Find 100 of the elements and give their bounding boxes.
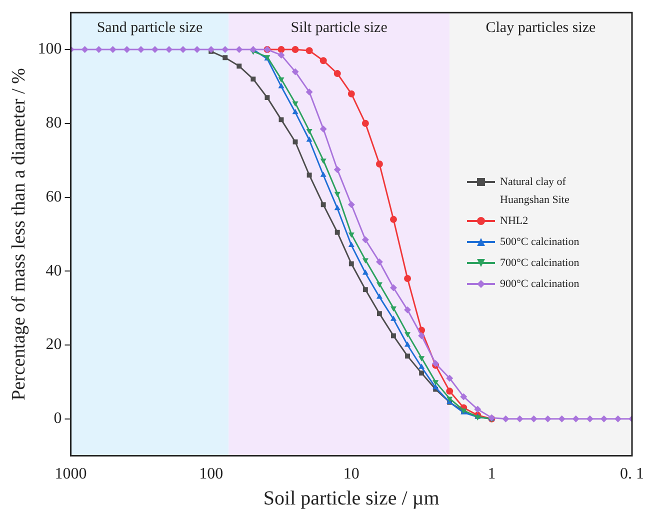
point (362, 258, 368, 264)
point (306, 136, 312, 142)
y-tick-label: 60 (46, 188, 62, 206)
point (418, 332, 426, 340)
point (404, 332, 411, 338)
point (320, 172, 326, 177)
x-tick-label: 1 (488, 466, 496, 483)
point (390, 284, 397, 292)
point (446, 388, 454, 395)
point (278, 117, 284, 122)
point (614, 415, 622, 422)
point (264, 95, 270, 100)
point (418, 364, 425, 369)
point (292, 139, 298, 144)
point (194, 46, 201, 54)
band-label: Silt particle size (290, 20, 388, 36)
x-axis-title: Soil particle size / µm (263, 487, 440, 510)
point (600, 415, 608, 422)
point (362, 236, 369, 244)
point (334, 192, 340, 198)
point (137, 46, 144, 54)
point (404, 306, 412, 314)
point (306, 88, 313, 96)
point (306, 47, 313, 54)
point (418, 356, 425, 362)
point (236, 46, 243, 54)
legend-label: Natural clay of Huangshan Site (500, 175, 570, 208)
point (208, 46, 215, 54)
legend-label: 900°C calcination (500, 277, 580, 292)
point (222, 46, 229, 54)
y-tick-label: 40 (46, 262, 62, 280)
point (419, 370, 424, 376)
point (292, 68, 299, 76)
point (278, 77, 284, 83)
point (391, 333, 396, 338)
point (376, 160, 383, 168)
point (320, 57, 327, 64)
point (320, 158, 326, 164)
point (390, 216, 397, 223)
y-axis-title: Percentage of mass less than a diameter / % (8, 68, 30, 400)
point (502, 415, 510, 422)
point (405, 354, 410, 359)
point (334, 70, 341, 78)
point (334, 204, 340, 210)
point (572, 415, 580, 422)
x-tick-label: 10 (343, 466, 360, 483)
point (292, 101, 298, 107)
point (334, 230, 340, 235)
point (278, 82, 284, 88)
point (474, 406, 482, 413)
legend-label: 500°C calcination (500, 235, 580, 250)
point (151, 46, 158, 54)
point (334, 166, 341, 174)
x-tick-label: 0. 1 (620, 466, 644, 483)
point (348, 201, 355, 208)
point (95, 46, 102, 54)
point (376, 258, 383, 266)
x-tick-label: 100 (199, 466, 224, 483)
point (376, 293, 382, 299)
point (558, 415, 566, 422)
y-tick-label: 80 (46, 114, 62, 132)
point (166, 46, 173, 54)
point (348, 261, 354, 266)
point (81, 46, 88, 54)
point (404, 275, 412, 282)
point (390, 316, 397, 321)
point (306, 129, 312, 134)
point (222, 55, 228, 60)
y-tick-label: 20 (46, 336, 62, 354)
point (362, 269, 368, 275)
point (530, 415, 538, 422)
band-label: Clay particles size (486, 20, 596, 36)
point (404, 342, 411, 347)
legend-label: NHL2 (500, 214, 528, 229)
point (390, 306, 397, 312)
point (362, 120, 369, 127)
band-label: Sand particle size (96, 20, 203, 36)
point (320, 202, 326, 208)
legend-label: 700°C calcination (500, 256, 580, 271)
point (292, 108, 298, 114)
point (306, 172, 312, 178)
point (460, 393, 468, 400)
point (544, 415, 552, 422)
point (348, 232, 354, 238)
point (376, 311, 382, 316)
point (516, 415, 524, 422)
point (586, 415, 594, 422)
point (432, 380, 439, 386)
point (180, 46, 187, 54)
point (292, 46, 299, 54)
point (348, 90, 355, 98)
point (320, 125, 327, 132)
point (376, 282, 382, 288)
point (236, 64, 242, 69)
point (109, 46, 116, 54)
point (250, 76, 256, 82)
x-tick-label: 1000 (54, 466, 87, 483)
point (278, 52, 285, 59)
point (446, 374, 454, 382)
point (278, 46, 285, 54)
